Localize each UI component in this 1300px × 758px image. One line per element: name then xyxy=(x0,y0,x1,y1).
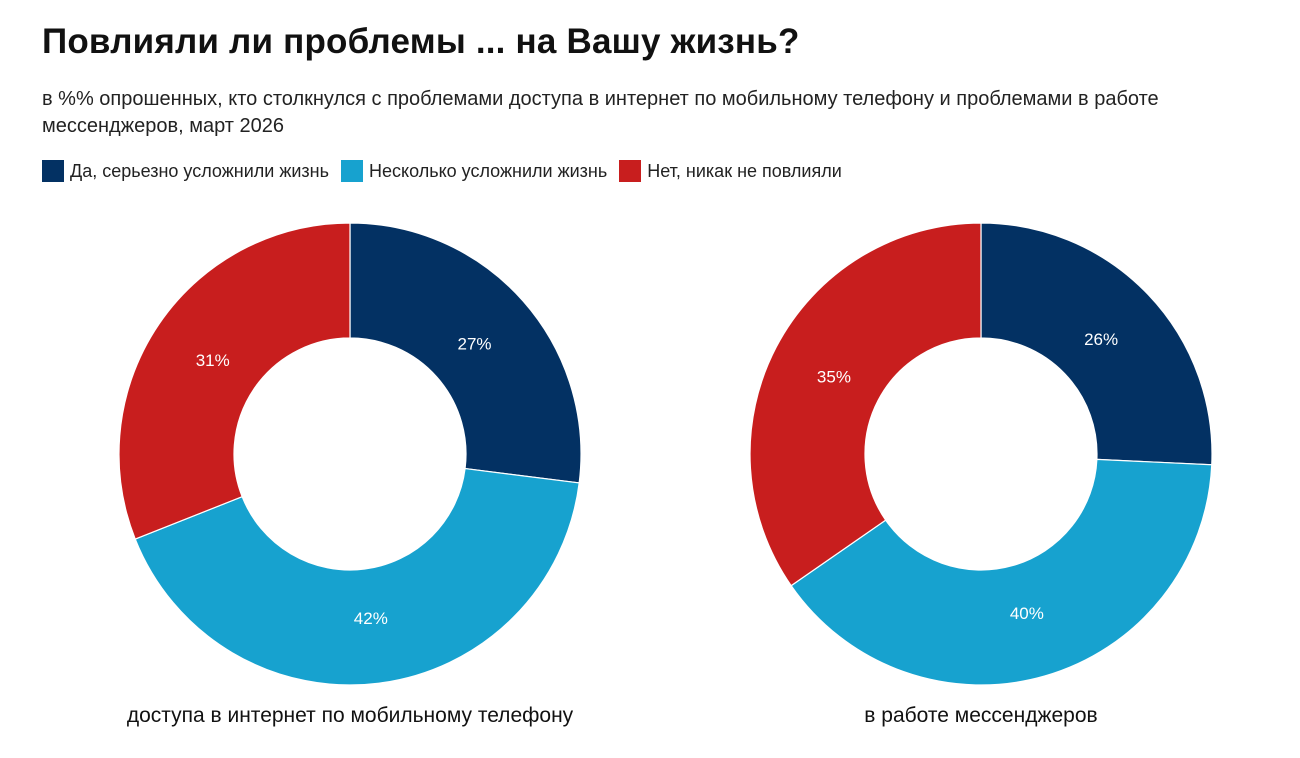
slice-label-messengers-serious: 26% xyxy=(1084,330,1118,349)
donut-chart-mobile: 27% 42% 31% xyxy=(118,222,582,686)
chart-title: Повлияли ли проблемы ... на Вашу жизнь? xyxy=(42,22,800,61)
slice-label-mobile-serious: 27% xyxy=(458,335,492,354)
donut-slice-mobile-none xyxy=(118,222,351,540)
legend-label-serious: Да, серьезно усложнили жизнь xyxy=(70,160,329,181)
donut-slice-mobile-serious xyxy=(349,222,582,484)
chart-subtitle: в %% опрошенных, кто столкнулся с пробле… xyxy=(42,88,1159,137)
chart-caption-messengers: в работе мессенджеров xyxy=(864,704,1098,727)
legend-swatch-somewhat xyxy=(341,160,363,182)
slice-label-mobile-none: 31% xyxy=(196,351,230,370)
legend-item-none: Нет, никак не повлияли xyxy=(619,160,842,182)
slice-label-messengers-none: 35% xyxy=(817,368,851,387)
legend: Да, серьезно усложнили жизнь Несколько у… xyxy=(42,160,854,182)
chart-caption-mobile-internet: доступа в интернет по мобильному телефон… xyxy=(126,704,574,727)
donut-slice-messengers-serious xyxy=(980,222,1213,466)
legend-label-none: Нет, никак не повлияли xyxy=(647,160,842,181)
legend-item-serious: Да, серьезно усложнили жизнь xyxy=(42,160,329,182)
legend-swatch-serious xyxy=(42,160,64,182)
slice-label-messengers-somewhat: 40% xyxy=(1010,604,1044,623)
legend-item-somewhat: Несколько усложнили жизнь xyxy=(341,160,607,182)
slice-label-mobile-somewhat: 42% xyxy=(354,609,388,628)
donut-slice-mobile-somewhat xyxy=(134,467,580,686)
donut-chart-messengers: 26% 40% 35% xyxy=(749,222,1213,686)
donut-slice-messengers-somewhat xyxy=(790,458,1213,686)
legend-label-somewhat: Несколько усложнили жизнь xyxy=(369,160,608,181)
legend-swatch-none xyxy=(619,160,642,182)
donut-slice-messengers-none xyxy=(749,222,982,587)
